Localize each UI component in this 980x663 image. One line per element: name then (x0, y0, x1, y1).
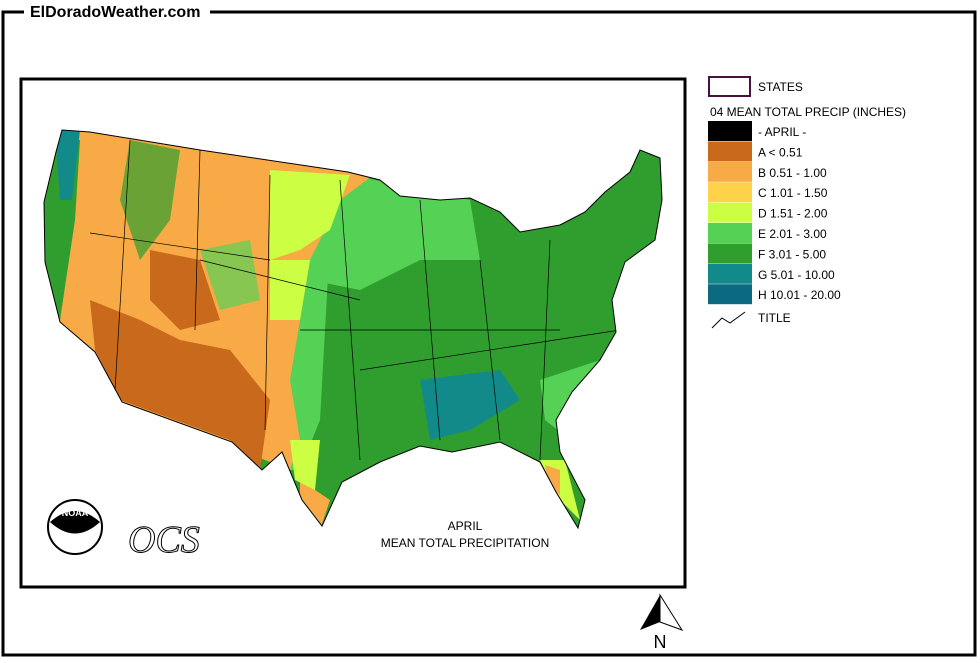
us-outline (43, 129, 663, 530)
legend-swatch (708, 243, 752, 264)
legend-label: D 1.51 - 2.00 (758, 207, 828, 221)
legend-swatch (708, 121, 752, 141)
legend-label: B 0.51 - 1.00 (758, 166, 827, 180)
legend-label: E 2.01 - 3.00 (758, 227, 827, 241)
legend-swatch (708, 202, 752, 223)
title-bg (24, 2, 210, 22)
caption-line2: MEAN TOTAL PRECIPITATION (381, 536, 549, 550)
legend-swatch (708, 141, 752, 162)
legend-swatch (708, 284, 752, 305)
legend-classes: - APRIL - A < 0.51 B 0.51 - 1.00 C 1.01 - 1… (708, 121, 841, 305)
legend-label: C 1.01 - 1.50 (758, 186, 828, 200)
outer-frame (1, 10, 977, 657)
legend-swatch (708, 223, 752, 243)
legend-label: H 10.01 - 20.00 (758, 288, 841, 302)
noaa-bird (50, 511, 100, 534)
legend-title-label: TITLE (758, 311, 791, 325)
compass-arrow-left (640, 595, 660, 630)
legend-states: STATES (758, 80, 803, 94)
legend-label: F 3.01 - 5.00 (758, 247, 826, 261)
legend-label: - APRIL - (758, 125, 806, 139)
title-icon (711, 311, 746, 329)
site-title: ElDoradoWeather.com (30, 4, 200, 21)
compass-arrow-right (659, 593, 684, 631)
noaa-text: NOAA (62, 508, 89, 518)
legend-title: 04 MEAN TOTAL PRECIP (INCHES) (710, 105, 906, 119)
legend-label: G 5.01 - 10.00 (758, 268, 835, 282)
state-lines (89, 139, 621, 461)
legend-swatch (708, 182, 752, 203)
ocs-logo: OCS (128, 519, 200, 561)
compass-n: N (654, 632, 667, 652)
states-swatch (708, 76, 751, 97)
legend-label: A < 0.51 (758, 145, 803, 159)
caption-line1: APRIL (448, 519, 483, 533)
legend-swatch (708, 263, 752, 284)
legend-swatch (708, 161, 752, 182)
